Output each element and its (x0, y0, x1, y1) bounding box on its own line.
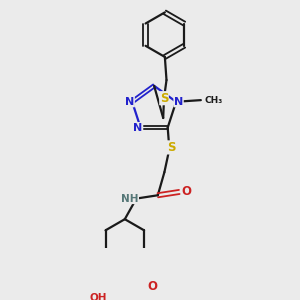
Text: NH: NH (121, 194, 139, 204)
Text: N: N (174, 97, 183, 107)
Text: S: S (167, 141, 175, 154)
Text: N: N (134, 123, 143, 133)
Text: N: N (125, 97, 134, 107)
Text: O: O (147, 280, 157, 293)
Text: O: O (182, 184, 192, 198)
Text: S: S (160, 92, 168, 105)
Text: CH₃: CH₃ (204, 96, 222, 105)
Text: OH: OH (90, 293, 107, 300)
